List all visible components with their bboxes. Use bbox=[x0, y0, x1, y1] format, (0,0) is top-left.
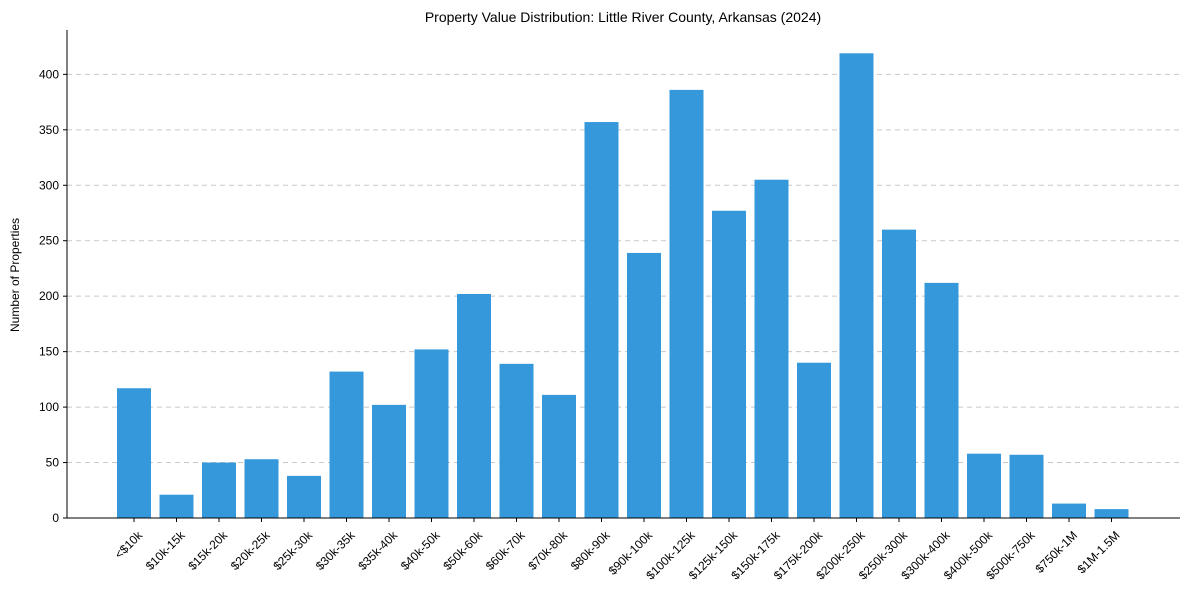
bar bbox=[967, 453, 1001, 518]
bars bbox=[117, 53, 1129, 519]
bar bbox=[882, 229, 916, 519]
x-tick-label: $60k-70k bbox=[483, 528, 529, 574]
bar bbox=[372, 404, 406, 518]
bar bbox=[712, 210, 746, 519]
y-ticks: 0 50 100 150 200 250 300 350 400 bbox=[39, 67, 67, 525]
bar bbox=[244, 459, 279, 518]
bar bbox=[627, 252, 661, 518]
bar bbox=[542, 394, 576, 518]
y-tick-label: 300 bbox=[39, 178, 59, 192]
bar bbox=[1094, 509, 1129, 518]
x-tick-label: $10k-15k bbox=[143, 528, 189, 574]
y-axis-label: Number of Properties bbox=[8, 218, 22, 332]
bar bbox=[117, 388, 151, 518]
x-tick-label: $30k-35k bbox=[313, 528, 359, 574]
bar bbox=[924, 282, 959, 518]
x-tick-label: <$10k bbox=[112, 528, 146, 562]
bar bbox=[754, 179, 789, 518]
bar bbox=[1052, 503, 1086, 518]
y-tick-label: 200 bbox=[39, 289, 59, 303]
bar bbox=[584, 122, 619, 519]
x-ticks: <$10k$10k-15k$15k-20k$20k-25k$25k-30k$30… bbox=[112, 518, 1123, 582]
y-tick-label: 400 bbox=[39, 67, 59, 81]
x-tick-label: $40k-50k bbox=[398, 528, 444, 574]
x-tick-label: $750k-1M bbox=[1032, 528, 1080, 576]
gridlines bbox=[67, 73, 1180, 464]
y-tick-label: 50 bbox=[46, 456, 60, 470]
x-tick-label: $25k-30k bbox=[270, 528, 316, 574]
y-tick-label: 150 bbox=[39, 345, 59, 359]
bar bbox=[457, 293, 491, 518]
y-tick-label: 0 bbox=[52, 511, 59, 525]
bar bbox=[669, 89, 704, 519]
bar bbox=[329, 371, 364, 518]
x-tick-label: $20k-25k bbox=[228, 528, 274, 574]
bar bbox=[839, 53, 874, 519]
bar bbox=[414, 349, 449, 518]
chart-title: Property Value Distribution: Little Rive… bbox=[425, 9, 821, 25]
x-tick-label: $50k-60k bbox=[440, 528, 486, 574]
bar bbox=[202, 462, 236, 518]
x-tick-label: $35k-40k bbox=[355, 528, 401, 574]
y-tick-label: 100 bbox=[39, 400, 59, 414]
bar bbox=[797, 362, 831, 518]
bar bbox=[287, 475, 321, 518]
axes bbox=[66, 30, 1180, 519]
y-tick-label: 250 bbox=[39, 234, 59, 248]
bar bbox=[159, 494, 194, 518]
x-tick-label: $15k-20k bbox=[185, 528, 231, 574]
x-tick-label: $1M-1.5M bbox=[1075, 528, 1123, 576]
bar bbox=[1009, 454, 1044, 518]
bar bbox=[499, 363, 534, 518]
x-tick-label: $70k-80k bbox=[525, 528, 571, 574]
y-tick-label: 350 bbox=[39, 123, 59, 137]
